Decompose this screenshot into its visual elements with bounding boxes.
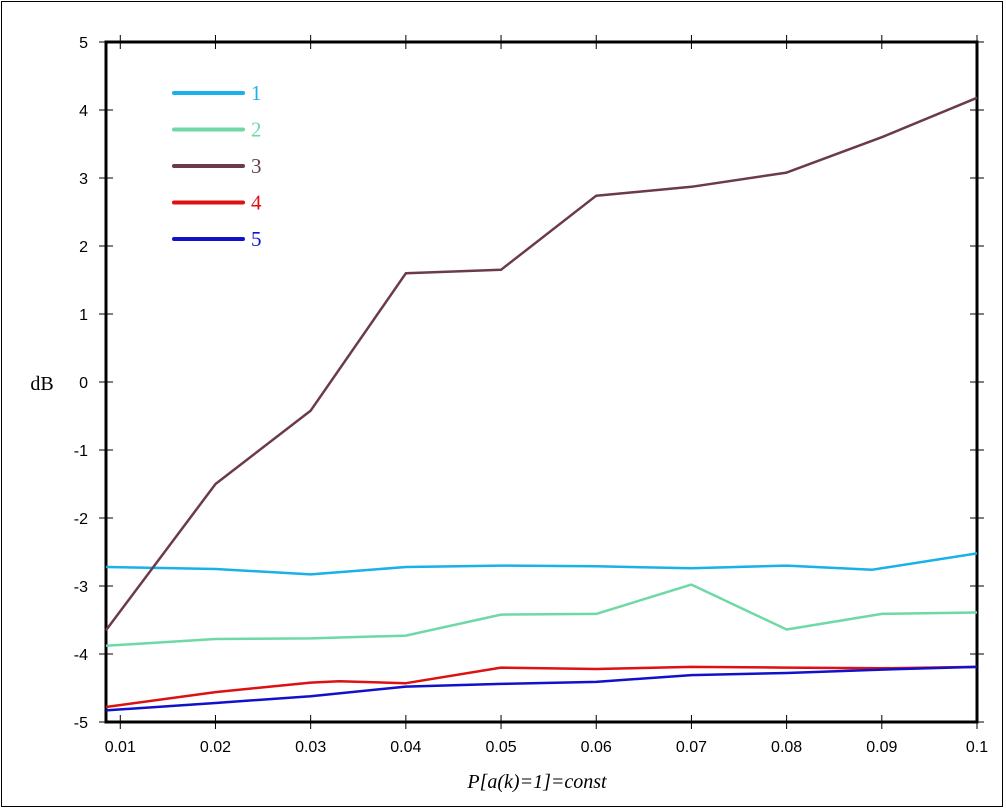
legend-label-2: 2: [251, 118, 262, 142]
x-tick-label: 0.1: [966, 739, 988, 756]
y-tick-label: -1: [74, 443, 88, 460]
x-tick-label: 0.03: [295, 739, 326, 756]
x-tick-label: 0.07: [676, 739, 707, 756]
y-axis-label: dB: [30, 373, 53, 395]
x-tick-label: 0.09: [866, 739, 897, 756]
x-tick-label: 0.02: [200, 739, 231, 756]
y-tick-label: 1: [79, 307, 88, 324]
legend-label-3: 3: [251, 154, 262, 178]
x-tick-label: 0.08: [771, 739, 802, 756]
y-tick-label: -2: [74, 511, 88, 528]
y-tick-label: -5: [74, 715, 88, 732]
legend-label-4: 4: [251, 191, 262, 215]
x-axis-label: P[a(k)=1]=const: [466, 771, 607, 793]
x-tick-label: 0.05: [485, 739, 516, 756]
x-tick-label: 0.04: [390, 739, 421, 756]
legend-label-1: 1: [251, 81, 262, 105]
y-tick-label: -4: [74, 647, 88, 664]
y-tick-label: 5: [79, 35, 88, 52]
y-tick-label: 0: [79, 375, 88, 392]
y-tick-label: 4: [79, 103, 88, 120]
x-tick-label: 0.01: [105, 739, 136, 756]
y-tick-label: 3: [79, 171, 88, 188]
legend-label-5: 5: [251, 227, 262, 251]
y-tick-label: 2: [79, 239, 88, 256]
y-tick-label: -3: [74, 579, 88, 596]
x-tick-label: 0.06: [581, 739, 612, 756]
